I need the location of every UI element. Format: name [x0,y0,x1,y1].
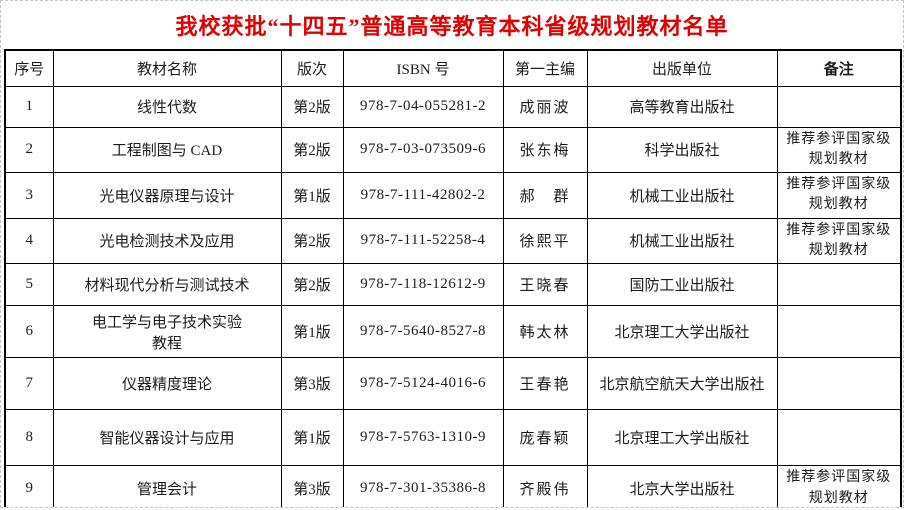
cell-editor: 王晓春 [502,263,588,307]
header-cell-edition: 版次 [280,49,344,87]
header-cell-publisher: 出版单位 [586,49,778,87]
cell-name: 管理会计 [52,465,282,507]
cell-isbn: 978-7-5124-4016-6 [342,357,504,411]
cell-publisher: 国防工业出版社 [586,263,778,307]
textbook-table: 序号 教材名称 版次 ISBN 号 第一主编 出版单位 备注 1 线性代数 第2… [4,49,902,507]
cell-editor: 徐熙平 [502,217,588,265]
table-row: 9 管理会计 第3版 978-7-301-35386-8 齐殿伟 北京大学出版社… [4,465,902,507]
cell-isbn: 978-7-04-055281-2 [342,85,504,128]
cell-edition: 第2版 [280,263,344,307]
header-cell-no: 序号 [4,49,54,87]
cell-isbn: 978-7-03-073509-6 [342,126,504,174]
cell-edition: 第1版 [280,409,344,467]
cell-no: 3 [4,172,54,219]
cell-remark [776,409,902,467]
cell-publisher: 北京理工大学出版社 [586,409,778,467]
header-cell-remark: 备注 [776,49,902,87]
cell-remark [776,85,902,128]
cell-editor: 齐殿伟 [502,465,588,507]
cell-isbn: 978-7-111-52258-4 [342,217,504,265]
table-row: 2 工程制图与 CAD 第2版 978-7-03-073509-6 张东梅 科学… [4,126,902,174]
cell-name: 线性代数 [52,85,282,128]
cell-name: 工程制图与 CAD [52,126,282,174]
cell-name: 材料现代分析与测试技术 [52,263,282,307]
cell-edition: 第1版 [280,305,344,359]
cell-isbn: 978-7-301-35386-8 [342,465,504,507]
page-title: 我校获批“十四五”普通高等教育本科省级规划教材名单 [175,14,729,39]
table-row: 4 光电检测技术及应用 第2版 978-7-111-52258-4 徐熙平 机械… [4,217,902,265]
table-row: 3 光电仪器原理与设计 第1版 978-7-111-42802-2 郝 群 机械… [4,172,902,219]
cell-isbn: 978-7-111-42802-2 [342,172,504,219]
cell-editor: 庞春颖 [502,409,588,467]
header-cell-isbn: ISBN 号 [342,49,504,87]
cell-no: 6 [4,305,54,359]
cell-edition: 第3版 [280,465,344,507]
cell-remark [776,263,902,307]
cell-editor: 王春艳 [502,357,588,411]
cell-no: 4 [4,217,54,265]
cell-no: 2 [4,126,54,174]
table-row: 8 智能仪器设计与应用 第1版 978-7-5763-1310-9 庞春颖 北京… [4,409,902,467]
cell-remark: 推荐参评国家级规划教材 [776,172,902,219]
cell-edition: 第2版 [280,126,344,174]
cell-publisher: 高等教育出版社 [586,85,778,128]
cell-isbn: 978-7-5640-8527-8 [342,305,504,359]
table-row: 7 仪器精度理论 第3版 978-7-5124-4016-6 王春艳 北京航空航… [4,357,902,411]
cell-remark: 推荐参评国家级规划教材 [776,465,902,507]
cell-isbn: 978-7-118-12612-9 [342,263,504,307]
cell-name: 智能仪器设计与应用 [52,409,282,467]
cell-remark: 推荐参评国家级规划教材 [776,217,902,265]
cell-publisher: 北京理工大学出版社 [586,305,778,359]
cell-publisher: 北京航空航天大学出版社 [586,357,778,411]
cell-no: 1 [4,85,54,128]
cell-no: 8 [4,409,54,467]
cell-publisher: 机械工业出版社 [586,217,778,265]
table-body: 1 线性代数 第2版 978-7-04-055281-2 成丽波 高等教育出版社… [4,85,902,507]
table-row: 6 电工学与电子技术实验 教程 第1版 978-7-5640-8527-8 韩太… [4,305,902,359]
cell-name: 光电检测技术及应用 [52,217,282,265]
cell-remark: 推荐参评国家级规划教材 [776,126,902,174]
cell-edition: 第2版 [280,85,344,128]
header-cell-editor: 第一主编 [502,49,588,87]
cell-name: 电工学与电子技术实验 教程 [52,305,282,359]
cell-editor: 成丽波 [502,85,588,128]
cell-editor: 韩太林 [502,305,588,359]
cell-no: 7 [4,357,54,411]
cell-remark [776,357,902,411]
cell-no: 5 [4,263,54,307]
cell-edition: 第2版 [280,217,344,265]
cell-name: 仪器精度理论 [52,357,282,411]
cell-name: 光电仪器原理与设计 [52,172,282,219]
cell-publisher: 机械工业出版社 [586,172,778,219]
header-cell-name: 教材名称 [52,49,282,87]
table-row: 5 材料现代分析与测试技术 第2版 978-7-118-12612-9 王晓春 … [4,263,902,307]
cell-publisher: 科学出版社 [586,126,778,174]
table-row: 1 线性代数 第2版 978-7-04-055281-2 成丽波 高等教育出版社 [4,85,902,128]
cell-publisher: 北京大学出版社 [586,465,778,507]
cell-isbn: 978-7-5763-1310-9 [342,409,504,467]
cell-editor: 郝 群 [502,172,588,219]
cell-edition: 第1版 [280,172,344,219]
table-header-row: 序号 教材名称 版次 ISBN 号 第一主编 出版单位 备注 [4,49,902,87]
cell-edition: 第3版 [280,357,344,411]
cell-no: 9 [4,465,54,507]
cell-remark [776,305,902,359]
cell-editor: 张东梅 [502,126,588,174]
